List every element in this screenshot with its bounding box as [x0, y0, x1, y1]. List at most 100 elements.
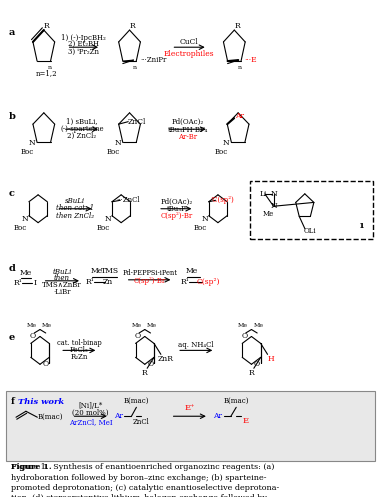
Text: Me: Me [91, 267, 103, 275]
Text: tBu₃PH·BF₄: tBu₃PH·BF₄ [168, 126, 208, 134]
Text: R: R [248, 369, 254, 377]
Text: ···E: ···E [244, 56, 257, 64]
Text: (-)-sparteine: (-)-sparteine [60, 125, 104, 133]
FancyBboxPatch shape [6, 391, 375, 461]
Text: n: n [48, 65, 51, 70]
Text: Ar-Br: Ar-Br [178, 133, 197, 141]
Text: 3) ⁱPr₂Zn: 3) ⁱPr₂Zn [68, 48, 99, 56]
Text: Boc: Boc [107, 148, 120, 156]
Text: R: R [44, 22, 50, 30]
Text: Li: Li [259, 190, 266, 198]
Text: b: b [8, 112, 15, 121]
Text: TMS∧ZnBr: TMS∧ZnBr [42, 281, 82, 289]
Text: d: d [8, 264, 15, 273]
Text: N: N [114, 139, 121, 147]
Text: Ar: Ar [213, 412, 222, 420]
Text: N: N [270, 202, 277, 210]
Text: Pd(OAc)₂: Pd(OAc)₂ [172, 118, 204, 126]
Text: B(mac): B(mac) [124, 396, 149, 405]
Text: Me: Me [42, 323, 52, 328]
Text: B(mac): B(mac) [224, 396, 249, 405]
Text: Figure 1.  Synthesis of enantioenriched organozinc reagents: (a)
hydroboration f: Figure 1. Synthesis of enantioenriched o… [11, 463, 283, 497]
Text: ZnCl: ZnCl [133, 418, 149, 426]
Text: TMS: TMS [101, 267, 120, 275]
Text: CuCl: CuCl [180, 38, 199, 46]
Text: Ar: Ar [235, 112, 244, 120]
Text: N: N [29, 139, 35, 147]
Text: O: O [254, 360, 260, 368]
Text: 1: 1 [358, 222, 364, 230]
Text: I: I [34, 279, 37, 287]
Text: OLi: OLi [304, 227, 316, 235]
Text: cat. tol-binap: cat. tol-binap [57, 339, 102, 347]
Text: [Ni]/L*: [Ni]/L* [78, 402, 103, 411]
Text: c: c [8, 189, 14, 198]
Text: f: f [11, 397, 14, 406]
Text: N: N [223, 139, 230, 147]
Text: ArZnCl, MeI: ArZnCl, MeI [69, 418, 112, 426]
Text: then cat. 1: then cat. 1 [56, 204, 94, 212]
Text: 1) (-)-IpcBH₂: 1) (-)-IpcBH₂ [61, 34, 106, 42]
Text: 2) ZnCl₂: 2) ZnCl₂ [67, 132, 96, 140]
Text: Boc: Boc [14, 224, 27, 232]
Text: O: O [30, 332, 36, 340]
Text: C(sp²)-Br: C(sp²)-Br [160, 212, 192, 220]
Text: R: R [234, 22, 240, 30]
Text: C(sp²): C(sp²) [197, 278, 221, 286]
Text: Pd-PEPPSi-iPent: Pd-PEPPSi-iPent [122, 269, 177, 277]
Text: N: N [104, 215, 111, 223]
Text: Me: Me [263, 210, 274, 218]
Text: Boc: Boc [21, 148, 34, 156]
Text: Me: Me [131, 323, 141, 328]
Text: then ZnCl₂: then ZnCl₂ [56, 212, 94, 220]
Text: This work: This work [18, 398, 64, 406]
Text: E⁺: E⁺ [184, 404, 195, 413]
Text: R: R [142, 369, 147, 377]
Text: ’C(sp²): ’C(sp²) [211, 196, 234, 204]
Text: ···ZnCl: ···ZnCl [116, 196, 140, 204]
Text: sBuLi: sBuLi [66, 197, 85, 205]
Text: Pd(OAc)₂: Pd(OAc)₂ [160, 198, 192, 206]
Text: tBuLi: tBuLi [53, 268, 72, 276]
Text: O: O [135, 332, 141, 340]
Text: then: then [54, 274, 70, 282]
Text: O: O [147, 360, 154, 368]
Text: Ar: Ar [114, 412, 123, 420]
Text: ZnR: ZnR [157, 355, 173, 363]
Text: O: O [242, 332, 248, 340]
Text: Boc: Boc [97, 224, 110, 232]
Text: C(sp²)-Br: C(sp²)-Br [134, 277, 166, 285]
Text: R¹: R¹ [181, 278, 189, 286]
Text: Me: Me [20, 269, 32, 277]
FancyBboxPatch shape [250, 181, 373, 239]
Text: H: H [268, 355, 275, 363]
Text: Me: Me [147, 323, 157, 328]
Text: N: N [21, 215, 28, 223]
Text: N: N [201, 215, 208, 223]
Text: aq. NH₄Cl: aq. NH₄Cl [178, 341, 214, 349]
Text: e: e [8, 333, 14, 342]
Text: B(mac): B(mac) [37, 413, 63, 421]
Text: n=1,2: n=1,2 [36, 69, 58, 77]
Text: n: n [133, 65, 137, 70]
Text: R¹: R¹ [14, 279, 22, 287]
Text: N: N [271, 190, 278, 198]
Text: 1) sBuLi,: 1) sBuLi, [66, 118, 98, 126]
Text: tBu₃P: tBu₃P [166, 205, 186, 213]
Text: R¹: R¹ [86, 278, 94, 286]
Text: R: R [130, 22, 136, 30]
Text: O: O [43, 360, 49, 368]
Text: (20 mol%): (20 mol%) [72, 409, 109, 417]
Text: Me: Me [27, 323, 37, 328]
Text: Figure 1.: Figure 1. [11, 463, 51, 471]
Text: E: E [242, 417, 248, 425]
Text: ···ZniPr: ···ZniPr [140, 56, 167, 64]
Text: Me: Me [238, 323, 248, 328]
Text: n: n [238, 65, 242, 70]
Text: FeCl₃: FeCl₃ [70, 346, 88, 354]
Text: ·LiBr: ·LiBr [53, 288, 71, 296]
Text: 2) Et₂BH: 2) Et₂BH [68, 40, 99, 48]
Text: Boc: Boc [215, 148, 228, 156]
Text: Boc: Boc [194, 224, 207, 232]
Text: ZnCl: ZnCl [128, 118, 146, 126]
